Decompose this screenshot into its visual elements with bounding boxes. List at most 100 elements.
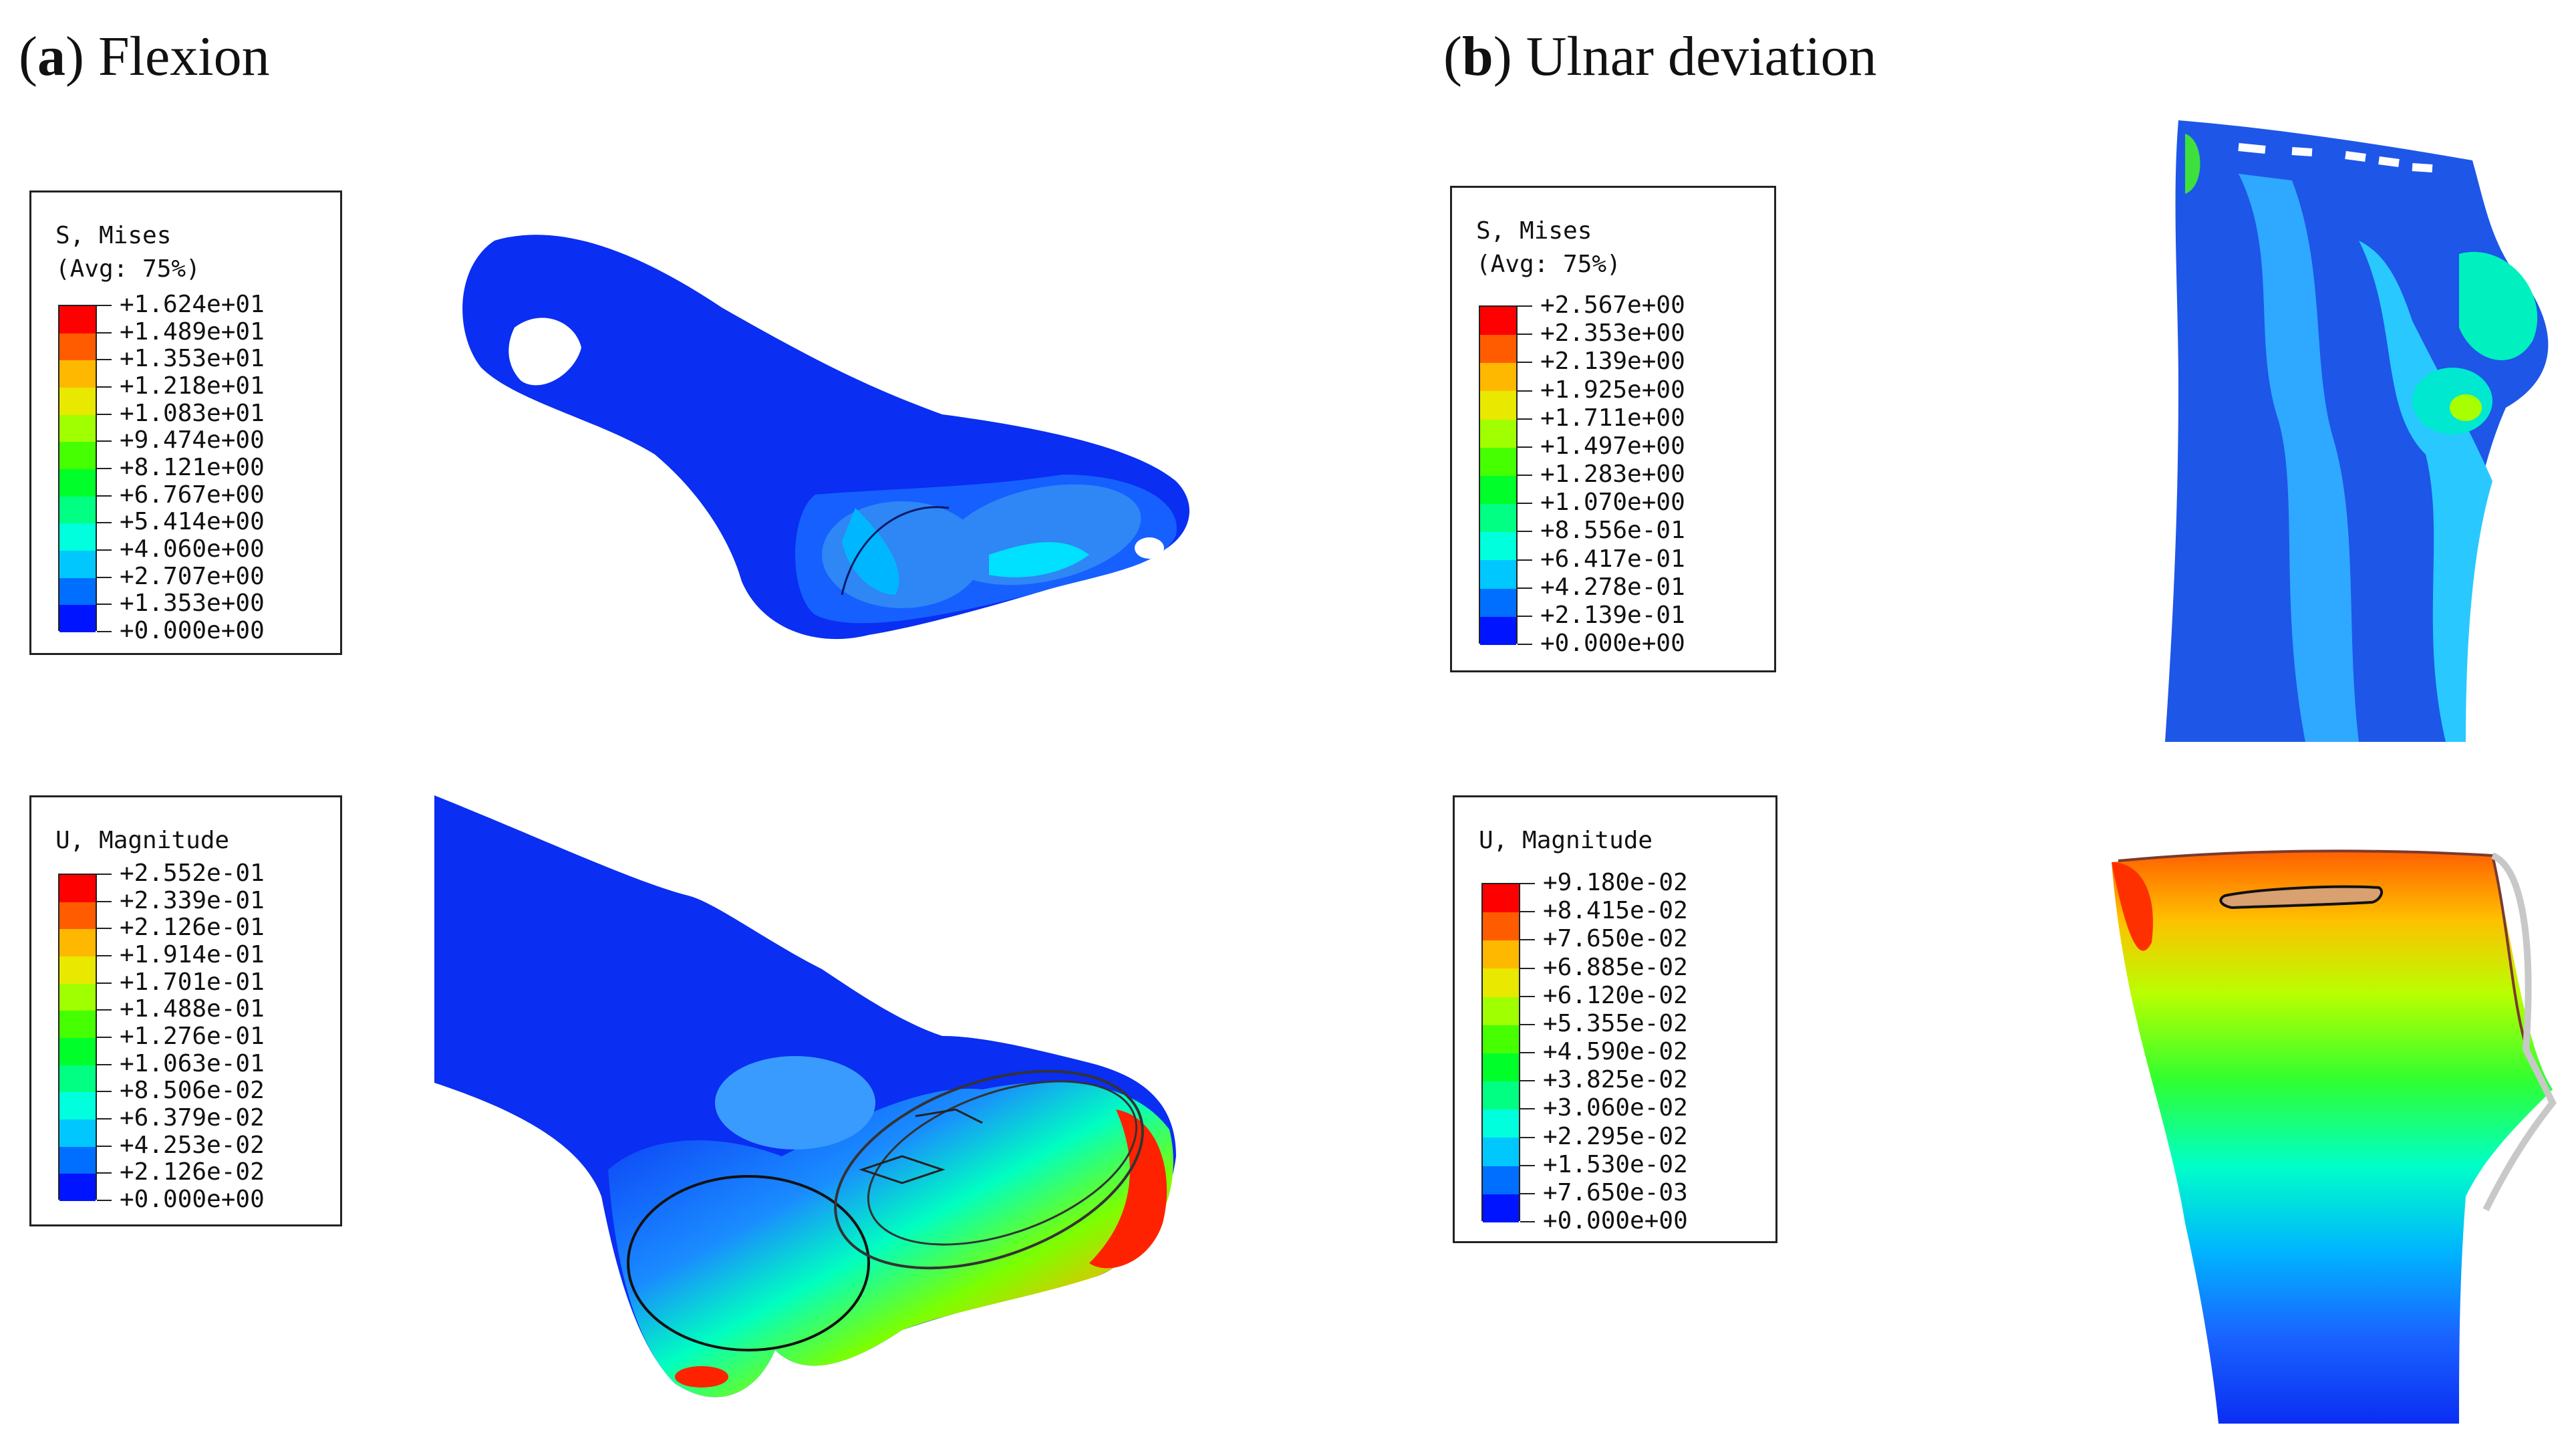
colorbar-tick <box>97 332 112 334</box>
colorbar-segment <box>59 1174 96 1201</box>
colorbar-tick <box>1520 995 1535 997</box>
colorbar-tick <box>1518 531 1532 533</box>
model-b-displacement <box>2112 849 2557 1424</box>
colorbar-tick <box>1518 305 1532 307</box>
stress-highlight <box>989 542 1089 577</box>
colorbar-segment <box>59 605 96 632</box>
colorbar-tick <box>97 359 112 361</box>
colorbar-tick <box>1520 1052 1535 1053</box>
colorbar-value: +1.276e-01 <box>120 1023 265 1050</box>
colorbar-tick <box>97 576 112 578</box>
colorbar-value: +5.414e+00 <box>120 508 265 536</box>
stress-highlight <box>842 508 899 595</box>
colorbar-tick <box>97 982 112 984</box>
colorbar-segment <box>1483 1081 1519 1110</box>
colorbar-value: +6.767e+00 <box>120 481 265 509</box>
colorbar-segment <box>59 469 96 497</box>
colorbar-value: +1.711e+00 <box>1540 404 1685 432</box>
colorbar-value: +1.624e+01 <box>120 291 265 318</box>
colorbar-segment <box>59 496 96 524</box>
colorbar-value: +4.278e-01 <box>1540 573 1685 601</box>
colorbar-segment <box>59 387 96 415</box>
colorbar-tick <box>97 1037 112 1038</box>
colorbar-segment <box>1480 335 1516 364</box>
colorbar-tick <box>97 900 112 902</box>
high-displacement-tip <box>1089 1109 1167 1269</box>
colorbar-value: +2.707e+00 <box>120 562 265 590</box>
colorbar-segment <box>59 983 96 1011</box>
colorbar-segment <box>59 442 96 469</box>
colorbar-tick <box>1520 1164 1535 1166</box>
colorbar-value: +1.283e+00 <box>1540 460 1685 488</box>
colorbar-tick <box>1520 1192 1535 1194</box>
colorbar <box>58 305 97 632</box>
colorbar-segment <box>1483 997 1519 1025</box>
colorbar-value: +6.120e-02 <box>1543 981 1688 1009</box>
panel-a-letter: a <box>37 25 65 88</box>
colorbar-tick <box>1520 883 1535 884</box>
colorbar-value: +1.218e+01 <box>120 372 265 400</box>
colorbar-value: +1.353e+01 <box>120 345 265 373</box>
colorbar-tick <box>97 495 112 497</box>
colorbar-value: +9.180e-02 <box>1543 869 1688 896</box>
colorbar-value: +0.000e+00 <box>1543 1207 1688 1234</box>
colorbar-value: +4.590e-02 <box>1543 1038 1688 1065</box>
colorbar-value: +1.497e+00 <box>1540 432 1685 460</box>
colorbar-segment <box>59 929 96 956</box>
colorbar-value: +1.488e-01 <box>120 995 265 1023</box>
colorbar-tick <box>1520 1108 1535 1110</box>
cut-outline <box>867 1080 1138 1246</box>
model-a-stress <box>462 235 1189 640</box>
panel-b-title: (b) Ulnar deviation <box>1443 25 1877 88</box>
colorbar-segment <box>1483 968 1519 997</box>
colorbar-value: +4.253e-02 <box>120 1131 265 1159</box>
colorbar-tick <box>1518 418 1532 420</box>
colorbar-value: +0.000e+00 <box>1540 630 1685 657</box>
colorbar-tick <box>97 1118 112 1119</box>
colorbar-value: +2.552e-01 <box>120 860 265 887</box>
colorbar-segment <box>1483 940 1519 969</box>
colorbar-value: +1.353e+00 <box>120 589 265 618</box>
colorbar-segment <box>1480 532 1516 561</box>
legend-b-displacement: U, Magnitude +9.180e-02 +8.415e-02 +7.650e… <box>1453 795 1777 1243</box>
colorbar-segment <box>1483 884 1519 913</box>
colorbar-value: +8.506e-02 <box>120 1077 265 1105</box>
colorbar-segment <box>59 1092 96 1119</box>
cut-outline <box>627 1175 870 1351</box>
colorbar-segment <box>1480 363 1516 392</box>
colorbar-value: +0.000e+00 <box>120 1186 265 1213</box>
colorbar-segment <box>59 875 96 902</box>
legend-a-stress: S, Mises (Avg: 75%) +1.624e+01 +1.489e+01… <box>29 190 342 655</box>
hotspot <box>2185 134 2200 194</box>
colorbar-value: +8.415e-02 <box>1543 897 1688 925</box>
colorbar-value: +2.295e-02 <box>1543 1122 1688 1150</box>
colorbar <box>58 874 97 1201</box>
colorbar-segment <box>59 523 96 551</box>
colorbar-value: +1.530e-02 <box>1543 1150 1688 1178</box>
colorbar-tick <box>1518 390 1532 392</box>
low-displacement-band <box>715 1056 875 1150</box>
legend-b-stress: S, Mises (Avg: 75%) +2.567e+00 +2.353e+00… <box>1450 186 1776 672</box>
cut-outline <box>841 506 950 596</box>
colorbar-segment <box>1483 1194 1519 1222</box>
colorbar-value: +6.379e-02 <box>120 1104 265 1132</box>
model-a-displacement <box>434 795 1176 1398</box>
colorbar <box>1481 883 1520 1222</box>
panel-b-letter: b <box>1461 25 1493 88</box>
colorbar-value: +6.885e-02 <box>1543 953 1688 981</box>
colorbar-tick <box>97 631 112 632</box>
colorbar-tick <box>97 1200 112 1201</box>
panel-a-title: (a) Flexion <box>19 25 270 88</box>
colorbar-tick <box>1518 503 1532 505</box>
cut-outline <box>834 1069 1144 1270</box>
colorbar-segment <box>1480 447 1516 476</box>
colorbar-tick <box>1518 334 1532 336</box>
colorbar-value: +9.474e+00 <box>120 426 265 454</box>
legend-title: S, Mises <box>55 222 172 249</box>
bone-body <box>2112 851 2553 1424</box>
colorbar-segment <box>1480 307 1516 336</box>
colorbar-segment <box>59 956 96 984</box>
colorbar-value: +1.083e+01 <box>120 399 265 427</box>
colorbar-tick <box>97 1091 112 1093</box>
colorbar-segment <box>1483 1109 1519 1138</box>
